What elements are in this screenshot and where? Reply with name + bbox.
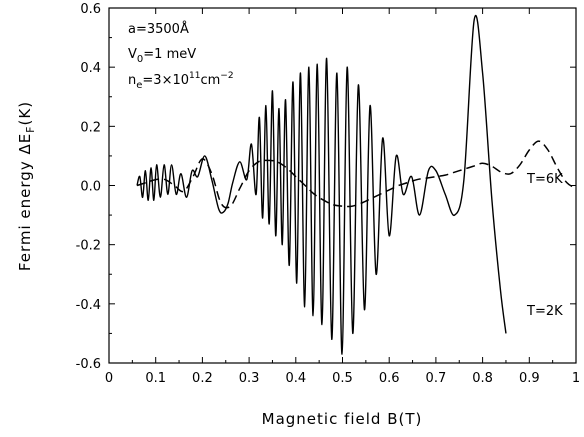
param-v0: V0=1 meV [128,47,196,65]
y-tick-label: -0.2 [76,239,101,254]
series-layer [136,14,577,355]
series-label-2k: T=2K [526,304,563,319]
x-tick-label: 0 [105,371,113,386]
y-tick-label: 0.4 [80,61,101,76]
y-tick-label: -0.4 [76,298,101,313]
param-a: a=3500Å [128,21,189,37]
y-tick-label: -0.6 [76,357,101,372]
x-tick-label: 0.1 [145,371,166,386]
y-tick-label: 0.2 [80,120,101,135]
x-tick-label: 0.2 [192,371,213,386]
ticks [108,7,577,364]
x-tick-label: 0.6 [379,371,400,386]
y-tick-label: 0.0 [80,180,101,195]
y-axis-title: Fermi energy ΔEF(K) [16,101,37,271]
x-tick-label: 0.4 [285,371,306,386]
x-tick-label: 0.8 [472,371,493,386]
x-tick-label: 0.3 [239,371,260,386]
param-density: ne=3×1011cm−2 [128,71,234,91]
series-line-t-2k [136,14,507,355]
x-axis-title: Magnetic field B(T) [262,410,423,428]
x-tick-labels: 0 0.1 0.2 0.3 0.4 0.5 0.6 0.7 0.8 0.9 1 [105,371,580,386]
x-tick-label: 0.9 [519,371,540,386]
x-tick-label: 0.7 [426,371,447,386]
series-line-t-6k [136,140,577,209]
y-tick-labels: -0.6 -0.4 -0.2 0.0 0.2 0.4 0.6 [76,2,101,372]
x-tick-label: 0.5 [332,371,353,386]
y-tick-label: 0.6 [80,2,101,17]
x-tick-label: 1 [572,371,580,386]
series-label-6k: T=6K [526,172,563,187]
